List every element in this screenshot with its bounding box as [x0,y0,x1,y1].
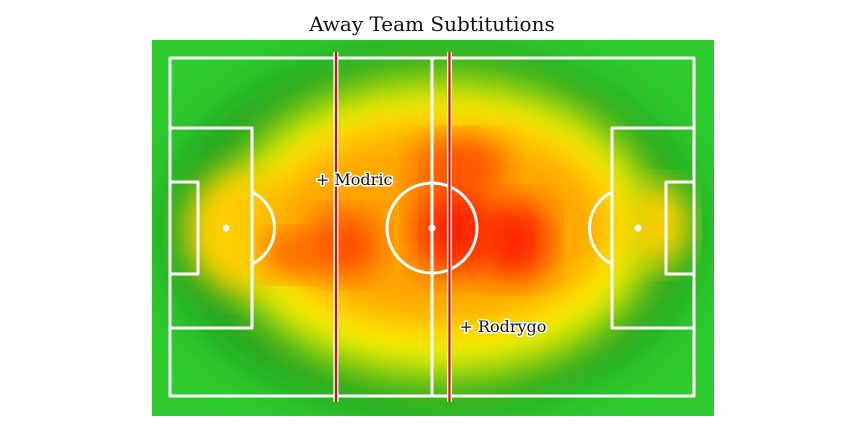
heat-red-centre [415,185,495,275]
substitution-label: + Modric [316,170,393,189]
heat-red-top [415,137,505,193]
heat-red-right [480,200,550,280]
right-penalty-spot [634,224,642,232]
heat-yellow-right [630,185,690,265]
chart-title: Away Team Subtitutions [309,12,555,36]
right-six-yard-box [664,180,696,276]
left-penalty-spot [222,224,230,232]
left-six-yard-box [168,180,200,276]
heat-red-far-left [265,233,315,277]
centre-spot [428,224,436,232]
centre-circle [385,181,479,275]
right-penalty-arc [588,190,614,266]
substitution-layer: + Modric + Rodrygo [314,52,548,402]
substitution-label: + Rodrygo [459,317,546,336]
heat-red-left [310,213,380,277]
left-penalty-arc [250,190,276,266]
